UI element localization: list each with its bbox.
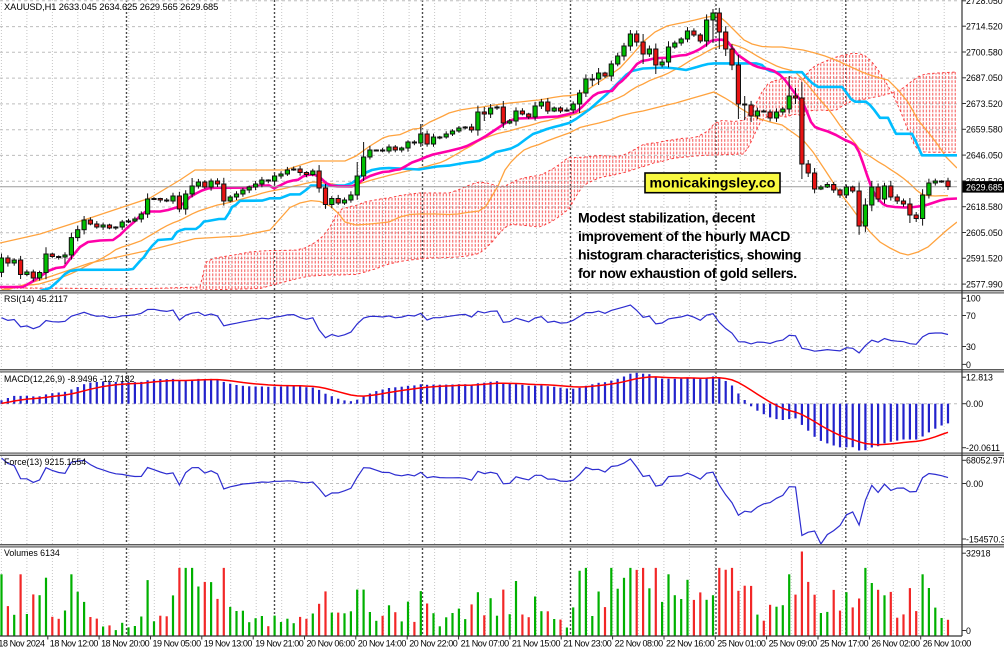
svg-text:21 Nov 23:00: 21 Nov 23:00 <box>563 639 612 649</box>
svg-text:22 Nov 16:00: 22 Nov 16:00 <box>666 639 715 649</box>
svg-text:2629.685: 2629.685 <box>966 182 1003 192</box>
svg-text:100: 100 <box>966 294 981 304</box>
svg-text:25 Nov 09:00: 25 Nov 09:00 <box>769 639 818 649</box>
svg-text:70: 70 <box>966 311 976 321</box>
svg-text:18 Nov 12:00: 18 Nov 12:00 <box>50 639 99 649</box>
svg-text:25 Nov 01:00: 25 Nov 01:00 <box>717 639 766 649</box>
svg-text:30: 30 <box>966 342 976 352</box>
svg-text:2591.520: 2591.520 <box>966 254 1003 264</box>
svg-text:-20.0611: -20.0611 <box>966 443 1000 453</box>
svg-text:20 Nov 14:00: 20 Nov 14:00 <box>358 639 407 649</box>
svg-text:0: 0 <box>966 626 971 636</box>
svg-text:2728.050: 2728.050 <box>966 0 1003 6</box>
svg-text:MACD(12,26,9) -8.9496 -12.7182: MACD(12,26,9) -8.9496 -12.7182 <box>4 374 135 384</box>
svg-text:2646.050: 2646.050 <box>966 151 1003 161</box>
svg-text:2659.580: 2659.580 <box>966 125 1003 135</box>
svg-text:for now exhaustion of gold sel: for now exhaustion of gold sellers. <box>578 265 797 281</box>
svg-text:19 Nov 05:00: 19 Nov 05:00 <box>153 639 202 649</box>
svg-text:26 Nov 02:00: 26 Nov 02:00 <box>871 639 920 649</box>
svg-text:Force(13) 9215.1554: Force(13) 9215.1554 <box>4 457 86 467</box>
svg-text:RSI(14) 45.2117: RSI(14) 45.2117 <box>4 294 68 304</box>
svg-text:-154570.39: -154570.39 <box>966 534 1004 544</box>
svg-text:20 Nov 22:00: 20 Nov 22:00 <box>409 639 458 649</box>
svg-text:Volumes 6134: Volumes 6134 <box>4 548 60 558</box>
svg-text:22 Nov 08:00: 22 Nov 08:00 <box>615 639 664 649</box>
svg-text:18 Nov 20:00: 18 Nov 20:00 <box>101 639 150 649</box>
svg-text:histogram characteristics, sho: histogram characteristics, showing <box>578 247 801 263</box>
svg-text:25 Nov 17:00: 25 Nov 17:00 <box>820 639 869 649</box>
svg-text:68052.9782: 68052.9782 <box>966 456 1004 466</box>
svg-text:XAUUSD,H1 2633.045 2634.625 2: XAUUSD,H1 2633.045 2634.625 2629.565 262… <box>4 2 218 12</box>
svg-text:2618.580: 2618.580 <box>966 202 1003 212</box>
svg-text:20 Nov 06:00: 20 Nov 06:00 <box>307 639 356 649</box>
svg-text:21 Nov 07:00: 21 Nov 07:00 <box>461 639 510 649</box>
svg-text:2577.990: 2577.990 <box>966 280 1003 290</box>
svg-text:0: 0 <box>966 360 971 370</box>
svg-text:2673.520: 2673.520 <box>966 99 1003 109</box>
svg-text:19 Nov 13:00: 19 Nov 13:00 <box>204 639 253 649</box>
svg-text:12.813: 12.813 <box>966 373 993 383</box>
svg-text:2714.520: 2714.520 <box>966 22 1003 32</box>
svg-text:0.00: 0.00 <box>966 399 983 409</box>
svg-text:26 Nov 10:00: 26 Nov 10:00 <box>923 639 972 649</box>
svg-text:0.00: 0.00 <box>966 479 983 489</box>
svg-text:19 Nov 21:00: 19 Nov 21:00 <box>255 639 304 649</box>
svg-text:32918: 32918 <box>966 549 991 559</box>
svg-text:improvement of the hourly MACD: improvement of the hourly MACD <box>578 228 790 244</box>
svg-text:2687.050: 2687.050 <box>966 73 1003 83</box>
svg-text:monicakingsley.co: monicakingsley.co <box>650 176 776 192</box>
svg-text:2605.050: 2605.050 <box>966 228 1003 238</box>
svg-text:2700.580: 2700.580 <box>966 47 1003 57</box>
svg-text:18 Nov 2024: 18 Nov 2024 <box>0 639 45 649</box>
svg-text:Modest stabilization, decent: Modest stabilization, decent <box>578 210 756 226</box>
svg-text:21 Nov 15:00: 21 Nov 15:00 <box>512 639 561 649</box>
